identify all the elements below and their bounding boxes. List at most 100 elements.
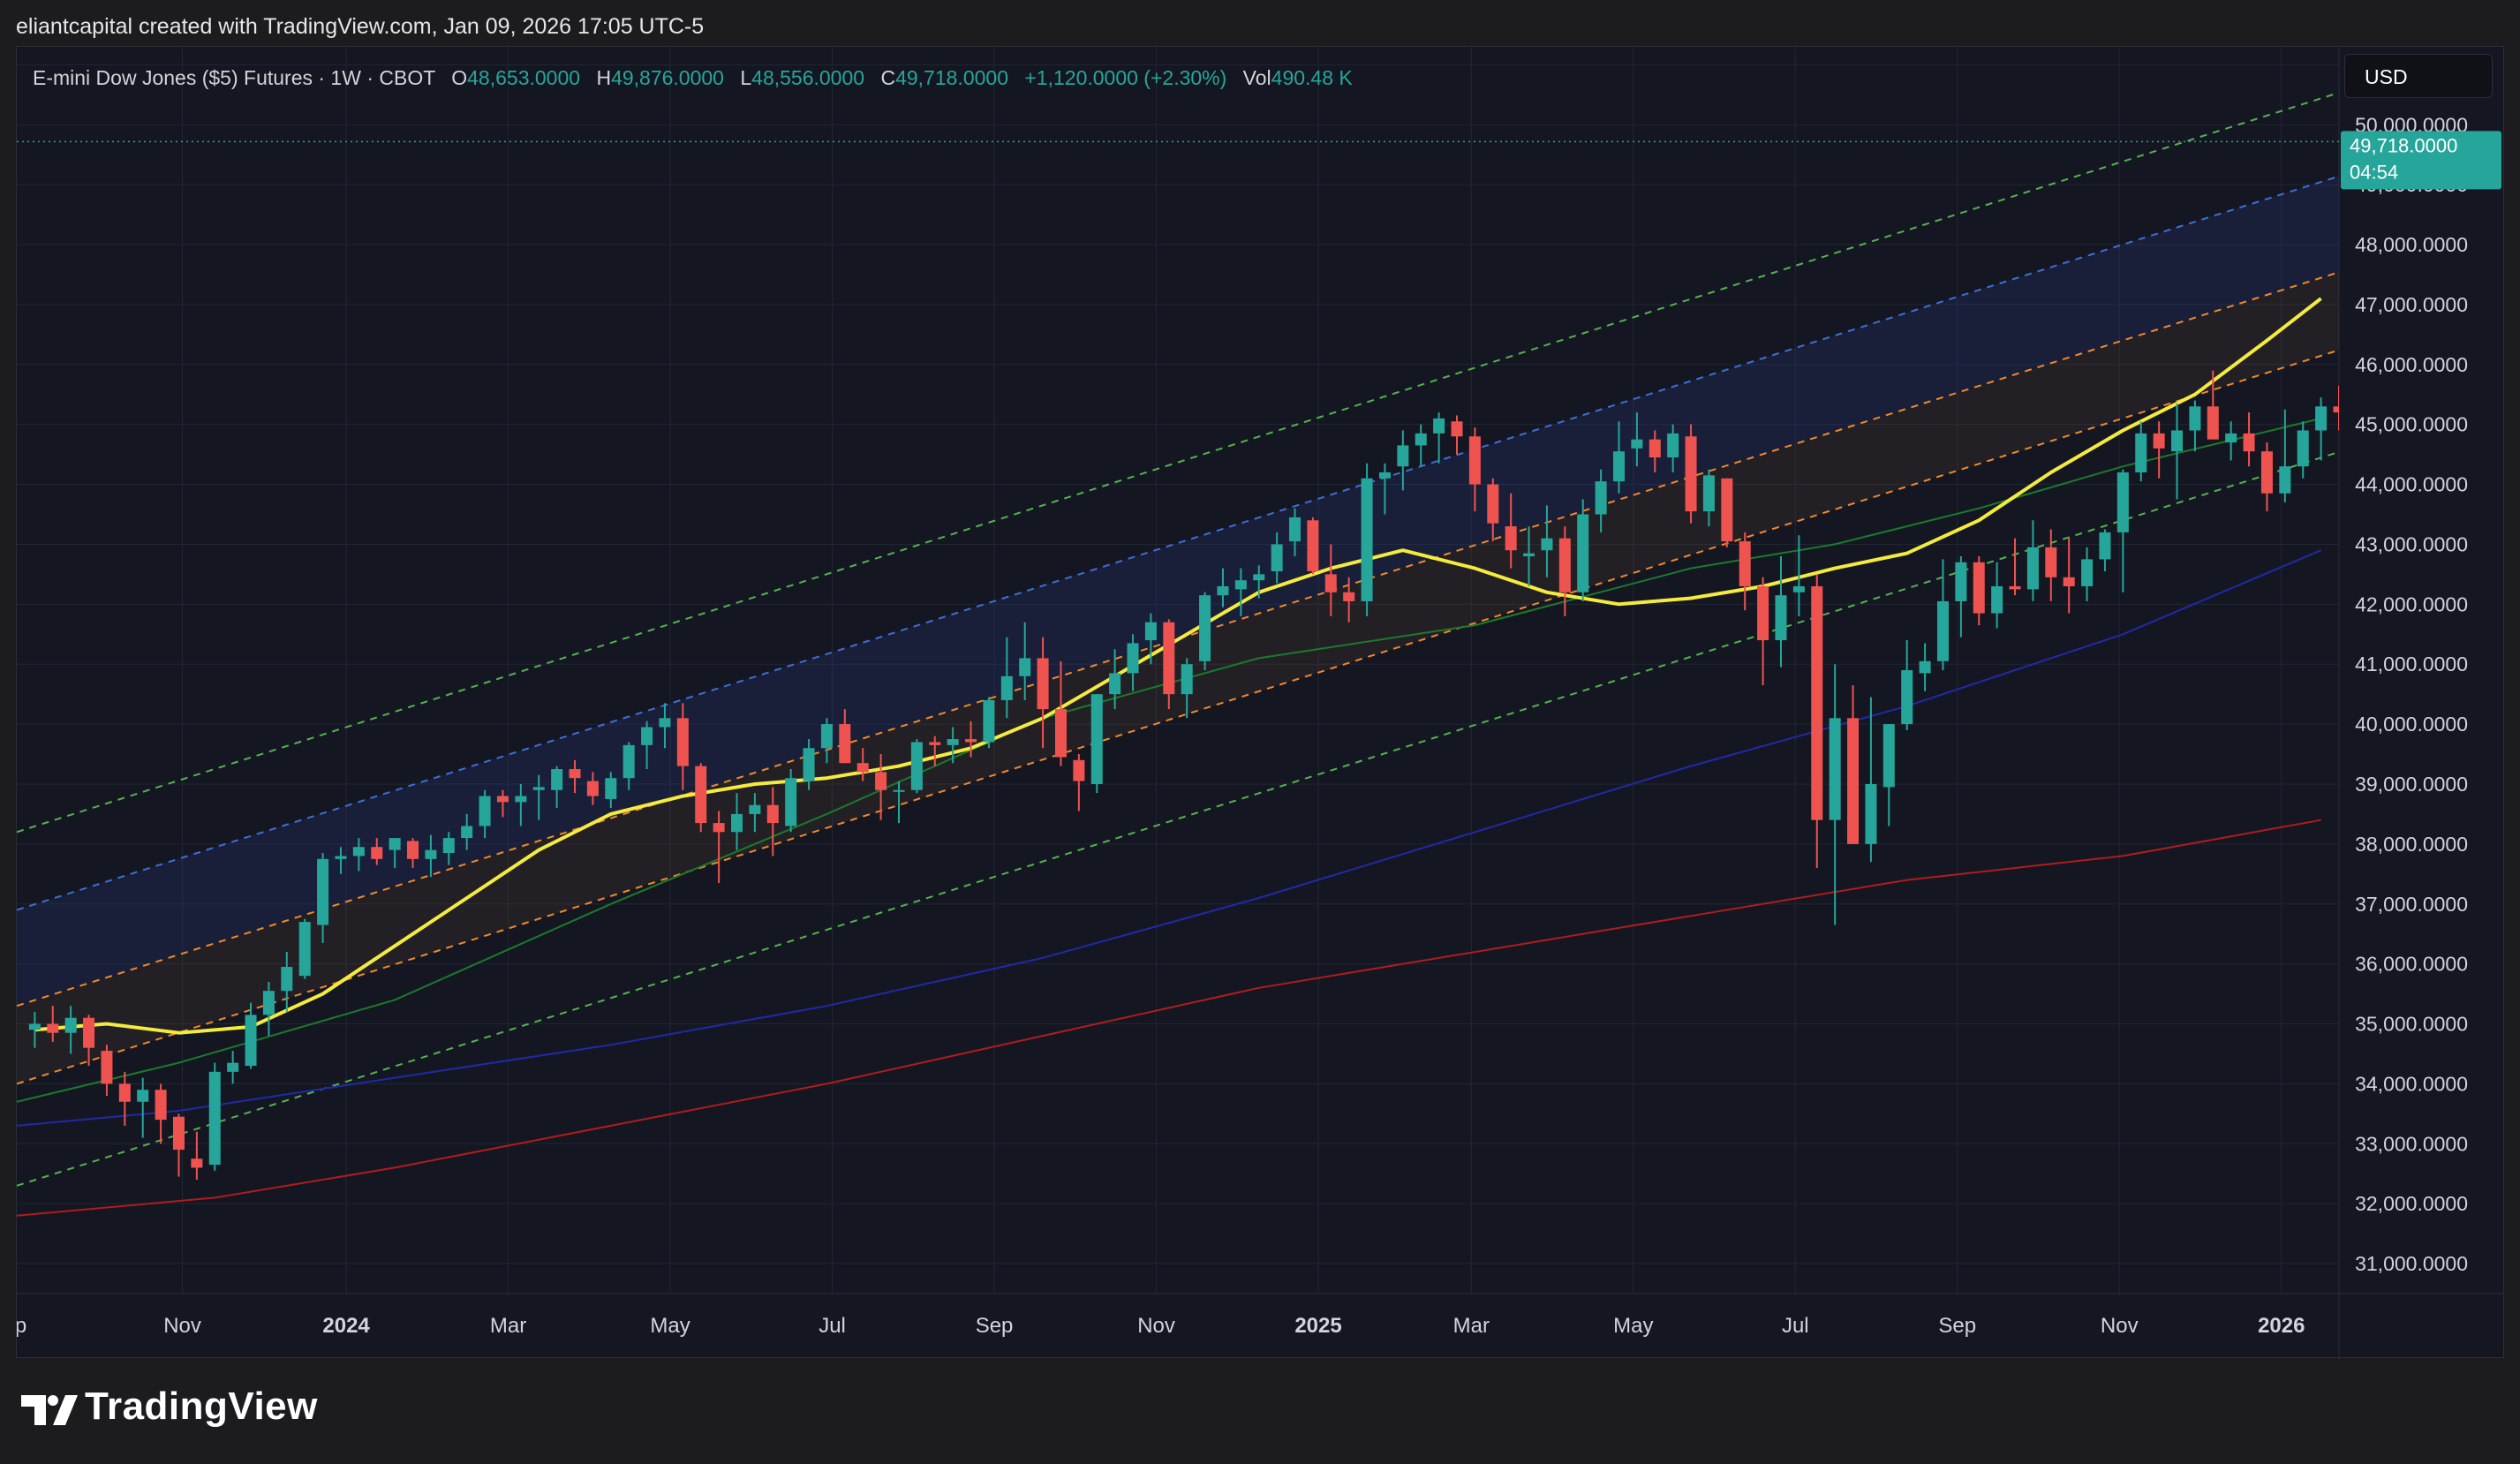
candle-body	[155, 1090, 167, 1121]
candle	[1127, 634, 1139, 691]
candle	[137, 1077, 149, 1138]
price-tick-label: 34,000.0000	[2355, 1072, 2468, 1095]
candle	[155, 1083, 167, 1144]
candle-body	[2260, 451, 2273, 494]
candle-body	[2351, 389, 2363, 412]
candle	[1468, 427, 1481, 512]
candle	[586, 772, 599, 805]
candle-body	[1000, 675, 1013, 700]
time-tick-label: Jul	[1782, 1314, 1809, 1338]
candle	[1037, 637, 1049, 749]
candle-body	[820, 724, 833, 749]
candle	[965, 721, 977, 758]
candle	[2297, 421, 2309, 479]
candle	[2081, 547, 2094, 601]
candle-body	[2063, 577, 2075, 586]
candle-body	[191, 1158, 203, 1168]
candle-body	[532, 787, 545, 790]
candle-body	[101, 1051, 113, 1084]
candle	[371, 838, 383, 865]
candle	[1271, 532, 1283, 584]
price-chart[interactable]: 31,000.0000 32,000.0000 33,000.0000 34,000.…	[17, 47, 2505, 1359]
candle-body	[1271, 544, 1283, 571]
close-label: C	[880, 66, 896, 89]
candle	[2315, 397, 2328, 461]
candle	[1901, 640, 1913, 730]
candle-body	[1901, 670, 1913, 725]
candle-body	[785, 778, 797, 826]
candle	[532, 774, 545, 820]
candle-body	[676, 718, 689, 766]
candle-body	[28, 1023, 41, 1030]
time-axis[interactable]: Sep Nov 2024 Mar May Jul Sep Nov 2025 Mar May Jul Se…	[17, 1314, 2305, 1338]
candle	[479, 789, 491, 839]
price-tag-countdown: 04:54	[2350, 161, 2398, 183]
time-tick-label: May	[650, 1314, 690, 1338]
price-axis[interactable]: 31,000.0000 32,000.0000 33,000.0000 34,000.…	[2355, 53, 2468, 1275]
candle-body	[1631, 439, 1643, 449]
time-tick-label: Mar	[490, 1314, 526, 1338]
regression-channel	[17, 91, 2339, 1187]
candle-body	[695, 766, 707, 824]
candle-body	[1451, 421, 1463, 437]
candle	[785, 769, 797, 833]
candle-body	[208, 1071, 221, 1166]
candle	[1217, 568, 1229, 607]
candle	[1558, 526, 1571, 616]
candle-body	[371, 847, 383, 859]
candle-body	[2153, 433, 2165, 449]
candle	[389, 838, 401, 869]
candle	[1829, 664, 1841, 925]
price-tick-label: 41,000.0000	[2355, 653, 2468, 675]
candle-body	[1829, 718, 1841, 820]
candle-body	[2495, 287, 2505, 308]
candle-body	[731, 813, 743, 833]
candle	[208, 1062, 221, 1171]
currency-button[interactable]: USD	[2344, 54, 2493, 98]
candle-body	[137, 1090, 149, 1102]
time-tick-label: Sep	[1938, 1314, 1976, 1338]
sma-yellow-line	[34, 297, 2322, 1035]
tradingview-logo-icon	[21, 1395, 78, 1425]
candle-body	[1361, 478, 1373, 601]
candle	[731, 793, 743, 850]
candle-body	[425, 849, 437, 859]
candle-body	[605, 778, 617, 799]
candle-body	[2009, 585, 2021, 590]
candle-body	[1882, 724, 1895, 788]
candle-body	[839, 724, 851, 764]
candle-body	[856, 763, 869, 773]
candle	[713, 811, 725, 883]
high-value: 49,876.0000	[611, 66, 724, 89]
candle	[1109, 649, 1121, 710]
candle	[83, 1015, 95, 1067]
candle-body	[766, 804, 779, 824]
candle	[461, 813, 473, 850]
chart-frame[interactable]: 31,000.0000 32,000.0000 33,000.0000 34,000.…	[16, 46, 2505, 1359]
price-tick-label: 46,000.0000	[2355, 353, 2468, 376]
candle-body	[1397, 445, 1409, 467]
volume-label: Vol	[1242, 66, 1271, 89]
candle-body	[298, 922, 311, 977]
candle-body	[893, 789, 905, 792]
candle-body	[2189, 406, 2201, 431]
candle-body	[1936, 600, 1949, 661]
candle	[856, 748, 869, 781]
candle-body	[245, 1015, 257, 1067]
candle	[695, 763, 707, 833]
price-tick-label: 37,000.0000	[2355, 893, 2468, 916]
candle-body	[1073, 759, 1085, 781]
candle-body	[352, 847, 365, 857]
time-tick-label: Sep	[17, 1314, 26, 1338]
candle	[766, 787, 779, 857]
candle	[2026, 520, 2039, 601]
candle	[947, 727, 959, 764]
candle	[749, 793, 761, 833]
low-label: L	[740, 66, 752, 89]
candle	[281, 952, 293, 1012]
candle-body	[1199, 595, 1211, 661]
candle	[2225, 421, 2237, 461]
candle-body	[2026, 547, 2039, 590]
candle-body	[515, 796, 527, 803]
candle-body	[641, 727, 653, 745]
